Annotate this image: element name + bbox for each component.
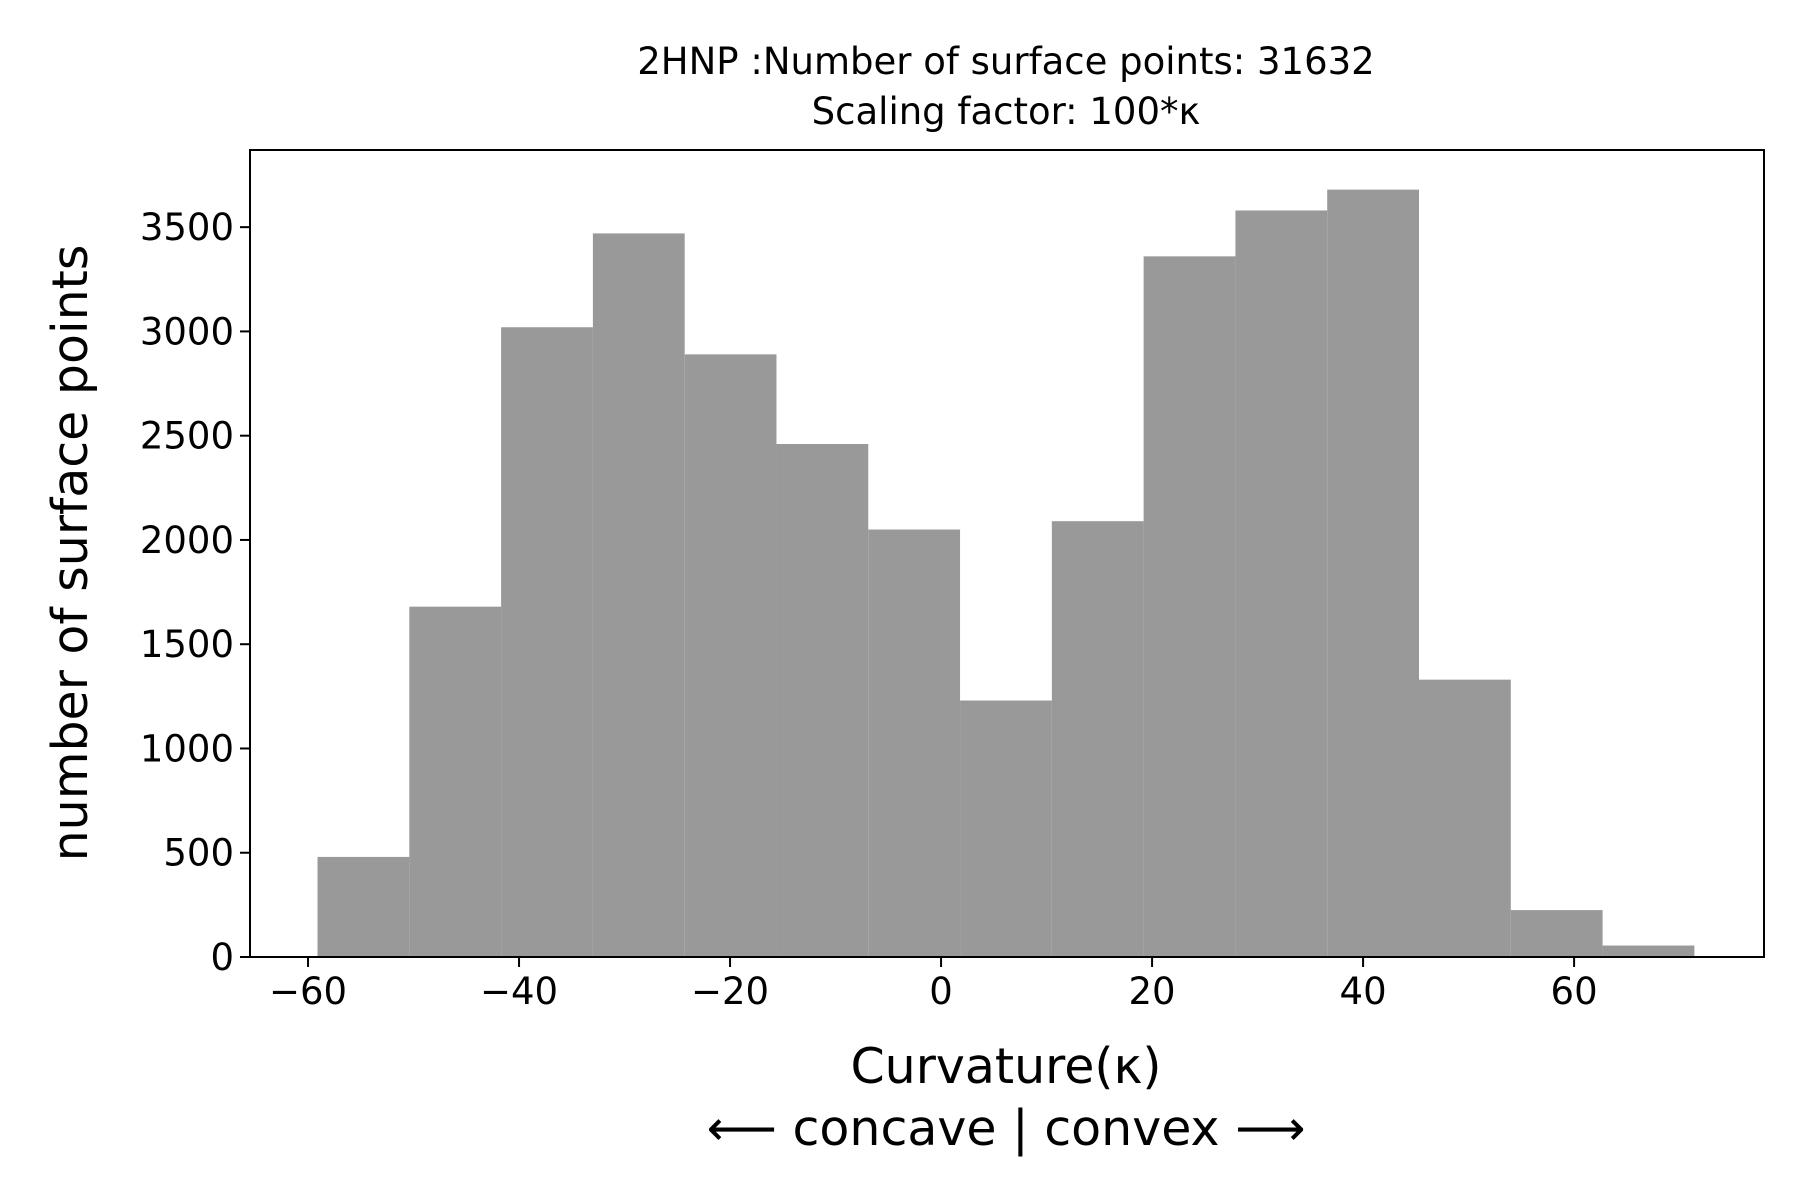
x-tick-label: 60 xyxy=(1551,970,1598,1013)
y-tick-label: 1500 xyxy=(140,623,234,666)
histogram-bar xyxy=(1143,256,1236,957)
x-ticks-group: −60 −40 −20 0 20 40 60 xyxy=(269,957,1598,1013)
y-tick-label: 2500 xyxy=(140,415,234,458)
y-tick-label: 3000 xyxy=(140,310,234,353)
plot-frame xyxy=(249,149,1765,958)
y-tick-label: 2000 xyxy=(140,519,234,562)
y-axis-label: number of surface points xyxy=(42,245,99,862)
histogram-bar xyxy=(776,444,869,957)
histogram-bar xyxy=(1510,910,1603,957)
y-tick-label: 0 xyxy=(210,936,234,979)
y-tick-label: 1000 xyxy=(140,727,234,770)
histogram-bar xyxy=(1418,679,1511,957)
chart-subtitle: Scaling factor: 100*κ xyxy=(812,90,1201,133)
histogram-bar xyxy=(409,606,502,957)
histogram-bar xyxy=(1235,210,1328,957)
x-tick-label: −60 xyxy=(269,970,347,1013)
y-tick-label: 3500 xyxy=(140,206,234,249)
histogram-bar xyxy=(1327,189,1419,958)
histogram-bar xyxy=(317,856,410,957)
histogram-bar xyxy=(592,233,685,957)
x-tick-label: 40 xyxy=(1340,970,1387,1013)
histogram-bar xyxy=(1602,945,1695,957)
bars-group xyxy=(317,189,1695,958)
histogram-bar xyxy=(501,327,593,957)
histogram-bar xyxy=(868,529,961,957)
y-ticks-group: 0 500 1000 1500 2000 2500 3000 3500 xyxy=(140,206,250,979)
x-axis-sublabel: ⟵ concave | convex ⟶ xyxy=(707,1100,1306,1157)
chart-title: 2HNP :Number of surface points: 31632 xyxy=(637,40,1374,83)
x-tick-label: 20 xyxy=(1129,970,1176,1013)
y-tick-label: 500 xyxy=(163,832,234,875)
x-tick-label: −40 xyxy=(480,970,558,1013)
x-tick-label: −20 xyxy=(691,970,769,1013)
histogram-bar xyxy=(684,354,777,958)
histogram-bar xyxy=(1051,521,1144,957)
histogram-bar xyxy=(960,700,1052,957)
x-tick-label: 0 xyxy=(929,970,953,1013)
x-axis-label: Curvature(κ) xyxy=(850,1038,1161,1095)
